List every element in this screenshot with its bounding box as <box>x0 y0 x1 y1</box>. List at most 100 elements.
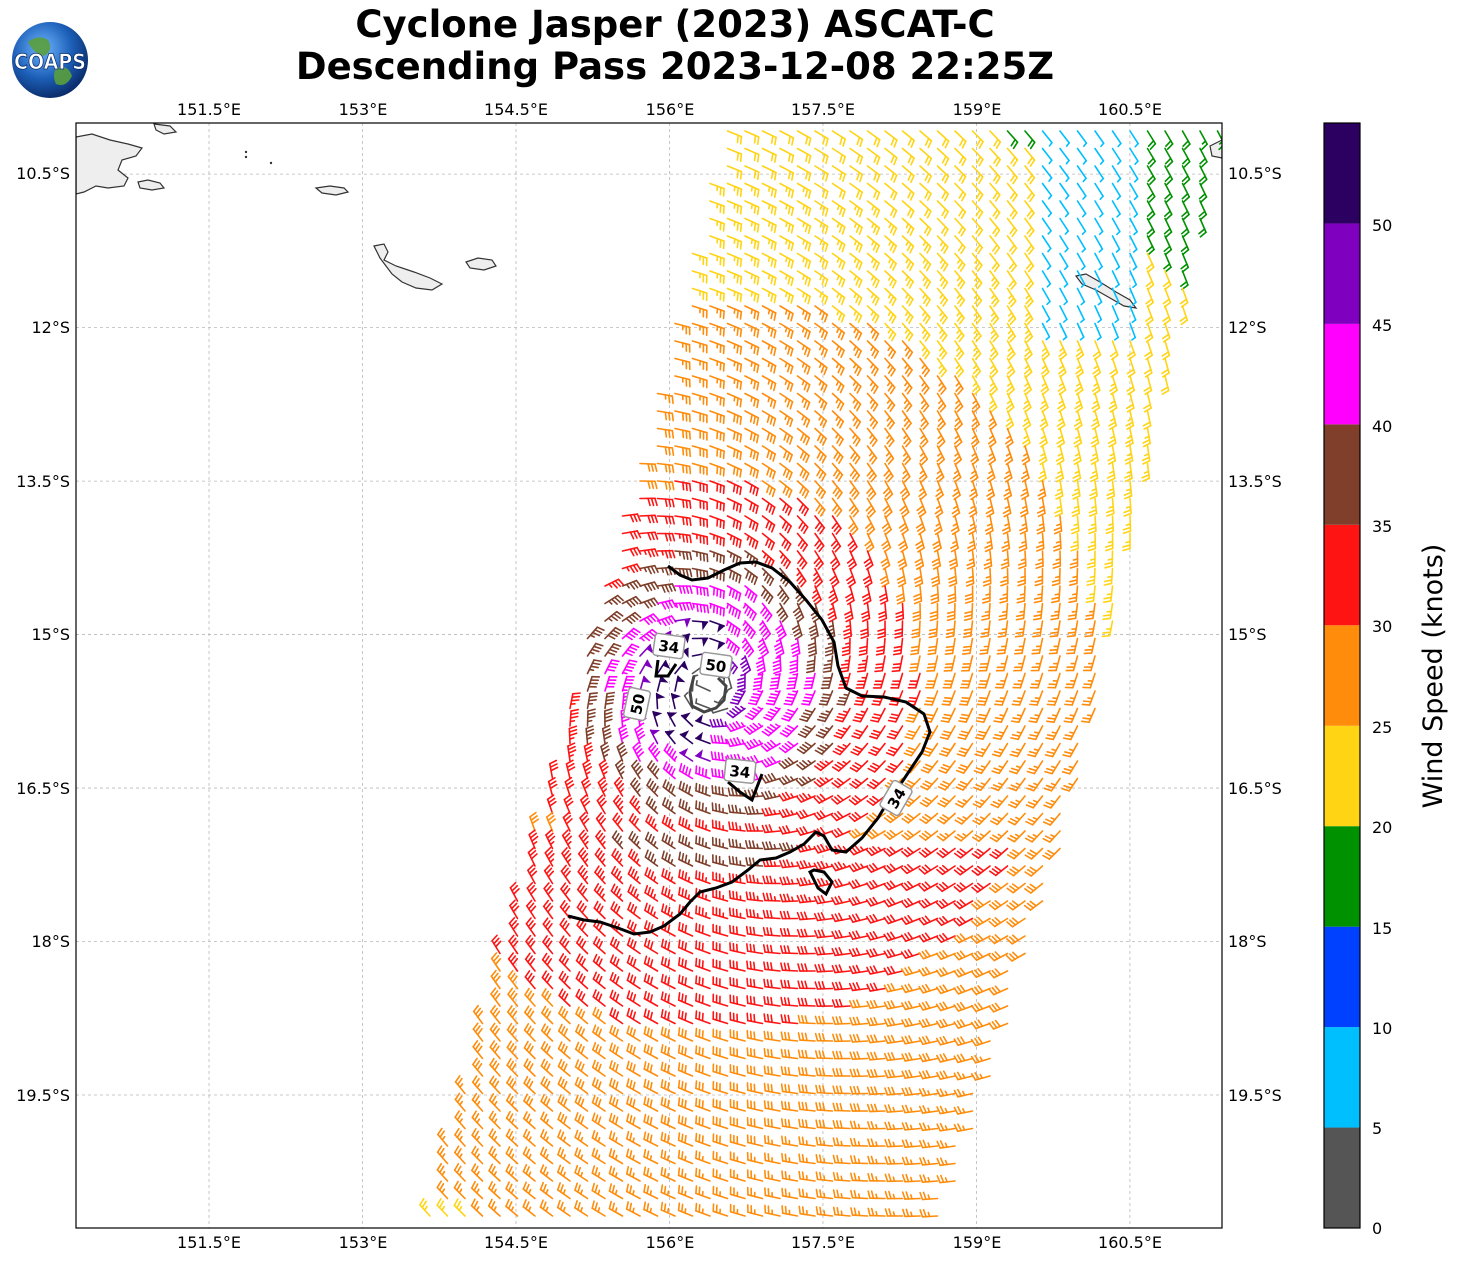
coastline-island-6 <box>1074 273 1138 309</box>
wind-barb <box>814 287 829 305</box>
wind-barb <box>989 130 1002 149</box>
wind-barb <box>1041 147 1053 165</box>
wind-barb <box>884 322 897 342</box>
wind-barb <box>884 375 896 395</box>
colorbar-tick: 0 <box>1372 1219 1382 1238</box>
coastline-png-east <box>76 133 144 195</box>
wind-barb <box>901 287 914 307</box>
lat-labels-right: 10.5°S 12°S 13.5°S 15°S 16.5°S 18°S 19.5… <box>1228 164 1282 1105</box>
colorbar-tick: 45 <box>1372 316 1392 335</box>
wind-barb <box>691 392 708 406</box>
wind-barb <box>901 235 915 254</box>
wind-barb <box>971 270 983 290</box>
wind-barb <box>726 182 743 198</box>
wind-barb <box>744 427 760 444</box>
wind-barb <box>1024 217 1035 238</box>
wind-barb <box>936 130 950 149</box>
wind-barb <box>971 235 983 255</box>
wind-barb <box>709 252 725 267</box>
wind-barb <box>1125 410 1135 430</box>
wind-barb <box>1076 200 1087 218</box>
wind-barb <box>1198 182 1208 203</box>
wind-barb <box>1041 165 1053 182</box>
wind-barb <box>1005 392 1015 413</box>
wind-barb <box>691 270 708 284</box>
wind-barb <box>989 252 1000 273</box>
wind-barb <box>989 357 999 378</box>
wind-barb <box>1199 130 1208 151</box>
wind-barb <box>726 217 743 233</box>
wind-barb <box>1126 375 1136 396</box>
wind-barb <box>954 392 964 413</box>
wind-barb <box>1024 252 1035 273</box>
wind-barb <box>1024 235 1035 255</box>
wind-barb <box>1058 357 1067 378</box>
wind-barb <box>919 147 933 166</box>
lat-label-left: 13.5°S <box>16 472 70 491</box>
wind-barb <box>919 235 932 254</box>
wind-barb <box>709 200 725 215</box>
wind-barb <box>989 235 1001 255</box>
wind-barb <box>744 235 760 251</box>
wind-barb <box>919 182 932 201</box>
lat-labels-left: 10.5°S 12°S 13.5°S 15°S 16.5°S 18°S 19.5… <box>16 164 70 1105</box>
wind-barb <box>761 305 777 321</box>
wind-barb <box>744 322 760 338</box>
lon-label-top: 159°E <box>953 100 1002 119</box>
wind-barb <box>1041 217 1052 235</box>
wind-barb <box>1024 182 1036 203</box>
wind-barb <box>971 165 984 184</box>
wind-barb <box>901 130 915 148</box>
wind-barb <box>1164 130 1174 150</box>
wind-barb <box>1146 217 1156 238</box>
lat-label-right: 10.5°S <box>1228 164 1282 183</box>
wind-barb <box>1161 357 1170 378</box>
wind-barb <box>1091 410 1100 431</box>
wind-barb <box>1146 147 1156 168</box>
wind-barb <box>1111 200 1121 218</box>
wind-barb <box>1041 235 1052 253</box>
lat-label-left: 18°S <box>31 932 70 951</box>
wind-barb <box>726 462 742 478</box>
wind-barb <box>1094 130 1105 148</box>
wind-barb <box>849 182 863 200</box>
wind-barb <box>831 287 846 306</box>
wind-barb <box>656 445 675 456</box>
lon-labels-bottom: 151.5°E 153°E 154.5°E 156°E 157.5°E 159°… <box>177 1233 1162 1252</box>
wind-barb <box>814 322 828 340</box>
wind-barb <box>989 305 1000 325</box>
wind-barb <box>726 392 743 408</box>
wind-barb <box>831 217 846 235</box>
wind-barb <box>849 270 863 288</box>
wind-barb <box>1129 287 1137 306</box>
wind-barb <box>1108 410 1118 431</box>
wind-barb <box>1111 217 1121 236</box>
wind-barb <box>1094 252 1103 271</box>
wind-barb <box>1041 340 1050 361</box>
wind-barb <box>1024 165 1036 185</box>
wind-barb <box>1094 270 1103 288</box>
wind-barb <box>849 445 861 465</box>
wind-barb <box>901 427 912 448</box>
wind-barb <box>726 357 743 373</box>
wind-barb <box>901 445 912 465</box>
wind-barb <box>919 322 931 342</box>
wind-barb <box>744 445 760 462</box>
colorbar-bin <box>1324 223 1360 324</box>
wind-barb <box>1094 287 1103 306</box>
wind-barb <box>1006 340 1016 361</box>
wind-barb <box>709 340 725 355</box>
wind-barb <box>971 392 981 413</box>
wind-barb <box>1076 182 1087 200</box>
wind-barb <box>691 305 708 319</box>
wind-barb <box>849 147 864 165</box>
wind-barb <box>814 252 829 270</box>
wind-barb <box>726 445 742 461</box>
wind-barb <box>970 427 980 448</box>
wind-barb <box>918 462 928 483</box>
wind-barb <box>1094 165 1105 183</box>
wind-barb <box>1146 130 1157 150</box>
wind-barb <box>1059 322 1068 341</box>
wind-barb <box>971 375 981 396</box>
wind-barb <box>987 427 997 448</box>
